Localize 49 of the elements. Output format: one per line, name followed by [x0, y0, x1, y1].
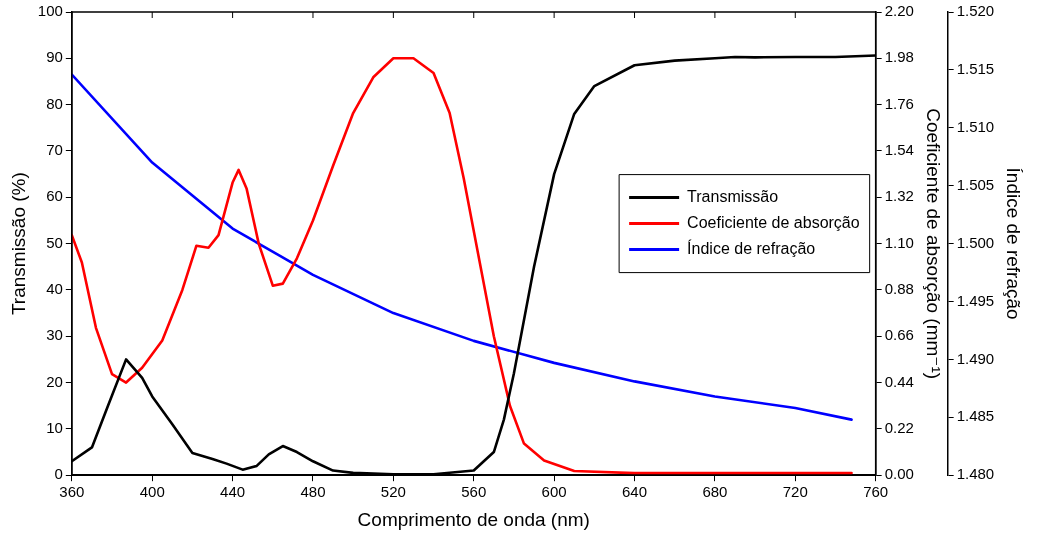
y-tick-label: 20 [46, 372, 63, 390]
y3-tick-label: 1.480 [956, 465, 995, 483]
y2-tick-label: 1.10 [884, 233, 914, 251]
y-tick-label: 70 [46, 141, 63, 159]
legend-label: Índice de refração [687, 239, 816, 258]
y-tick-label: 30 [46, 326, 63, 344]
y2-tick-label: 0.88 [884, 280, 914, 298]
y-tick-label: 50 [46, 233, 63, 251]
y2-tick-label: 2.20 [884, 2, 914, 20]
y2-tick-label: 0.00 [884, 465, 914, 483]
legend-label: Transmissão [687, 188, 779, 206]
legend-label: Coeficiente de absorção [687, 214, 860, 232]
x-tick-label: 360 [59, 483, 85, 501]
x-tick-label: 600 [541, 483, 567, 501]
x-tick-label: 400 [139, 483, 165, 501]
x-tick-label: 560 [461, 483, 487, 501]
x-tick-label: 680 [702, 483, 728, 501]
y-tick-label: 60 [46, 187, 63, 205]
y-tick-label: 90 [46, 48, 63, 66]
y-tick-label: 80 [46, 94, 63, 112]
y3-tick-label: 1.505 [956, 175, 995, 193]
y3-tick-label: 1.520 [956, 2, 995, 20]
x-tick-label: 480 [300, 483, 326, 501]
y-axis-title: Transmissão (%) [7, 172, 29, 316]
y3-tick-label: 1.485 [956, 407, 995, 425]
y-tick-label: 100 [37, 2, 63, 20]
y2-tick-label: 1.54 [884, 141, 914, 159]
y-tick-label: 10 [46, 419, 63, 437]
x-tick-label: 440 [220, 483, 246, 501]
y3-tick-label: 1.500 [956, 233, 995, 251]
y2-tick-label: 0.66 [884, 326, 914, 344]
y-tick-label: 0 [54, 465, 63, 483]
x-tick-label: 760 [863, 483, 889, 501]
y3-tick-label: 1.515 [956, 60, 995, 78]
y2-tick-label: 1.76 [884, 94, 914, 112]
y2-axis-title: Coeficiente de absorção (mm⁻¹) [923, 108, 945, 380]
y2-tick-label: 0.22 [884, 419, 914, 437]
x-axis-title: Comprimento de onda (nm) [357, 508, 590, 530]
y-tick-label: 40 [46, 280, 63, 298]
y2-tick-label: 1.98 [884, 48, 914, 66]
x-tick-label: 520 [380, 483, 406, 501]
y2-tick-label: 0.44 [884, 372, 914, 390]
y3-tick-label: 1.495 [956, 291, 995, 309]
y2-tick-label: 1.32 [884, 187, 914, 205]
x-tick-label: 640 [622, 483, 648, 501]
x-tick-label: 720 [782, 483, 808, 501]
y3-tick-label: 1.510 [956, 117, 995, 135]
y3-axis-title: Índice de refração [1003, 167, 1025, 320]
y3-tick-label: 1.490 [956, 349, 995, 367]
